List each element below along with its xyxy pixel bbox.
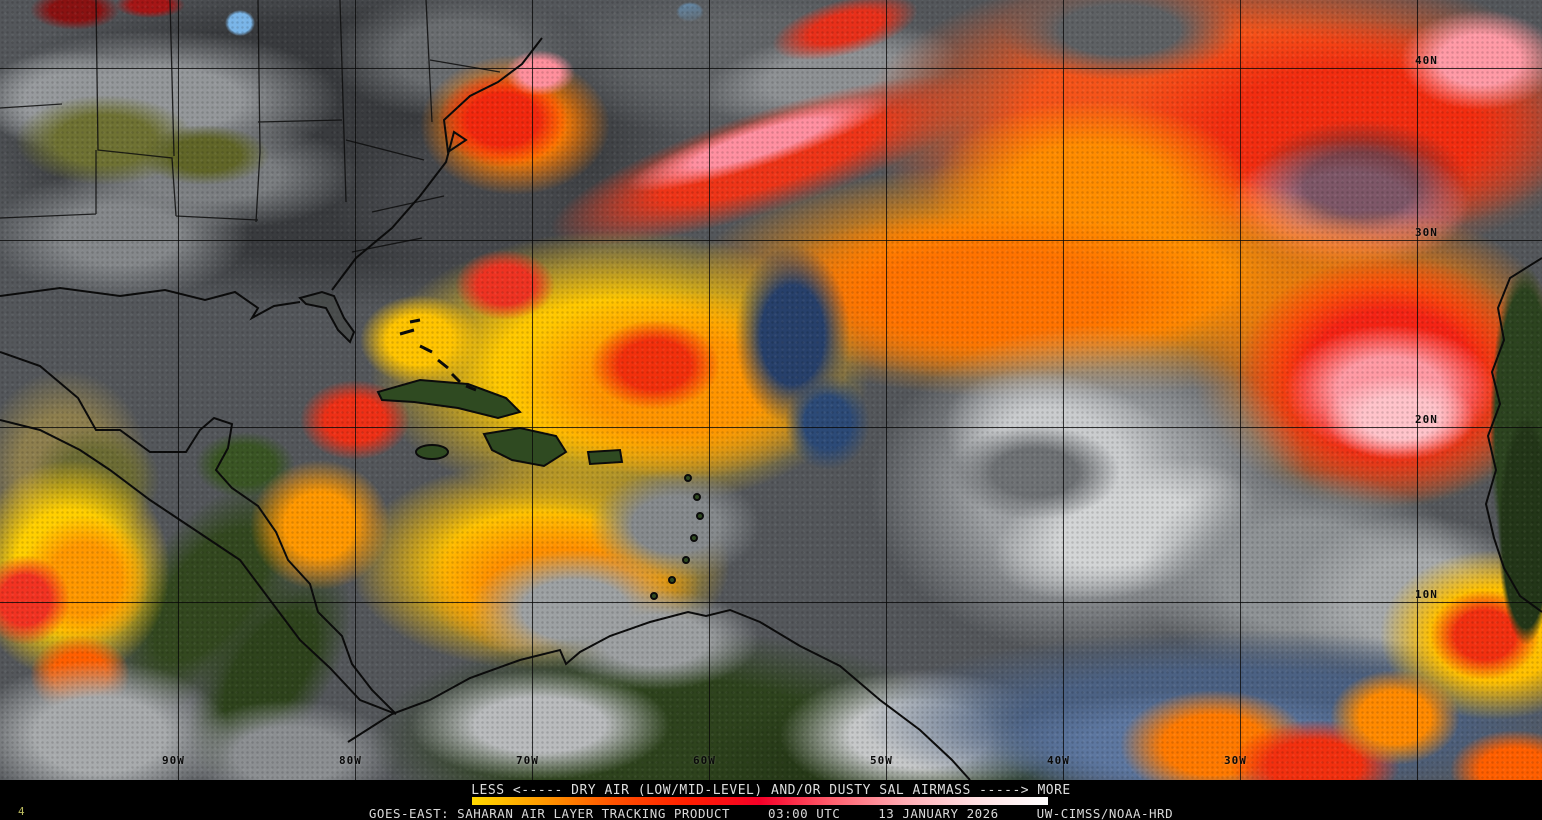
- lon-label: 50W: [870, 754, 893, 767]
- lat-label: 20N: [1415, 413, 1438, 426]
- product-date: 13 JANUARY 2026: [878, 806, 999, 820]
- lon-label: 80W: [339, 754, 362, 767]
- frame-number: 4: [18, 805, 25, 818]
- product-source: UW-CIMSS/NOAA-HRD: [1036, 806, 1174, 820]
- lon-label: 70W: [516, 754, 539, 767]
- lon-label: 60W: [693, 754, 716, 767]
- colorbar-scale-label: LESS <----- DRY AIR (LOW/MID-LEVEL) AND/…: [471, 783, 1071, 798]
- lat-label: 10N: [1415, 588, 1438, 601]
- credit-line: GOES-EAST: SAHARAN AIR LAYER TRACKING PR…: [0, 806, 1542, 820]
- lon-label: 90W: [162, 754, 185, 767]
- lon-label: 30W: [1224, 754, 1247, 767]
- product-title: GOES-EAST: SAHARAN AIR LAYER TRACKING PR…: [368, 806, 731, 820]
- lat-label: 40N: [1415, 54, 1438, 67]
- lat-label: 30N: [1415, 226, 1438, 239]
- satellite-map: 40N 30N 20N 10N 90W 80W 70W 60W 50W 40W …: [0, 0, 1542, 780]
- lon-label: 40W: [1047, 754, 1070, 767]
- legend-bar: LESS <----- DRY AIR (LOW/MID-LEVEL) AND/…: [0, 780, 1542, 820]
- sal-colorbar: [472, 797, 1048, 805]
- product-time: 03:00 UTC: [768, 806, 841, 820]
